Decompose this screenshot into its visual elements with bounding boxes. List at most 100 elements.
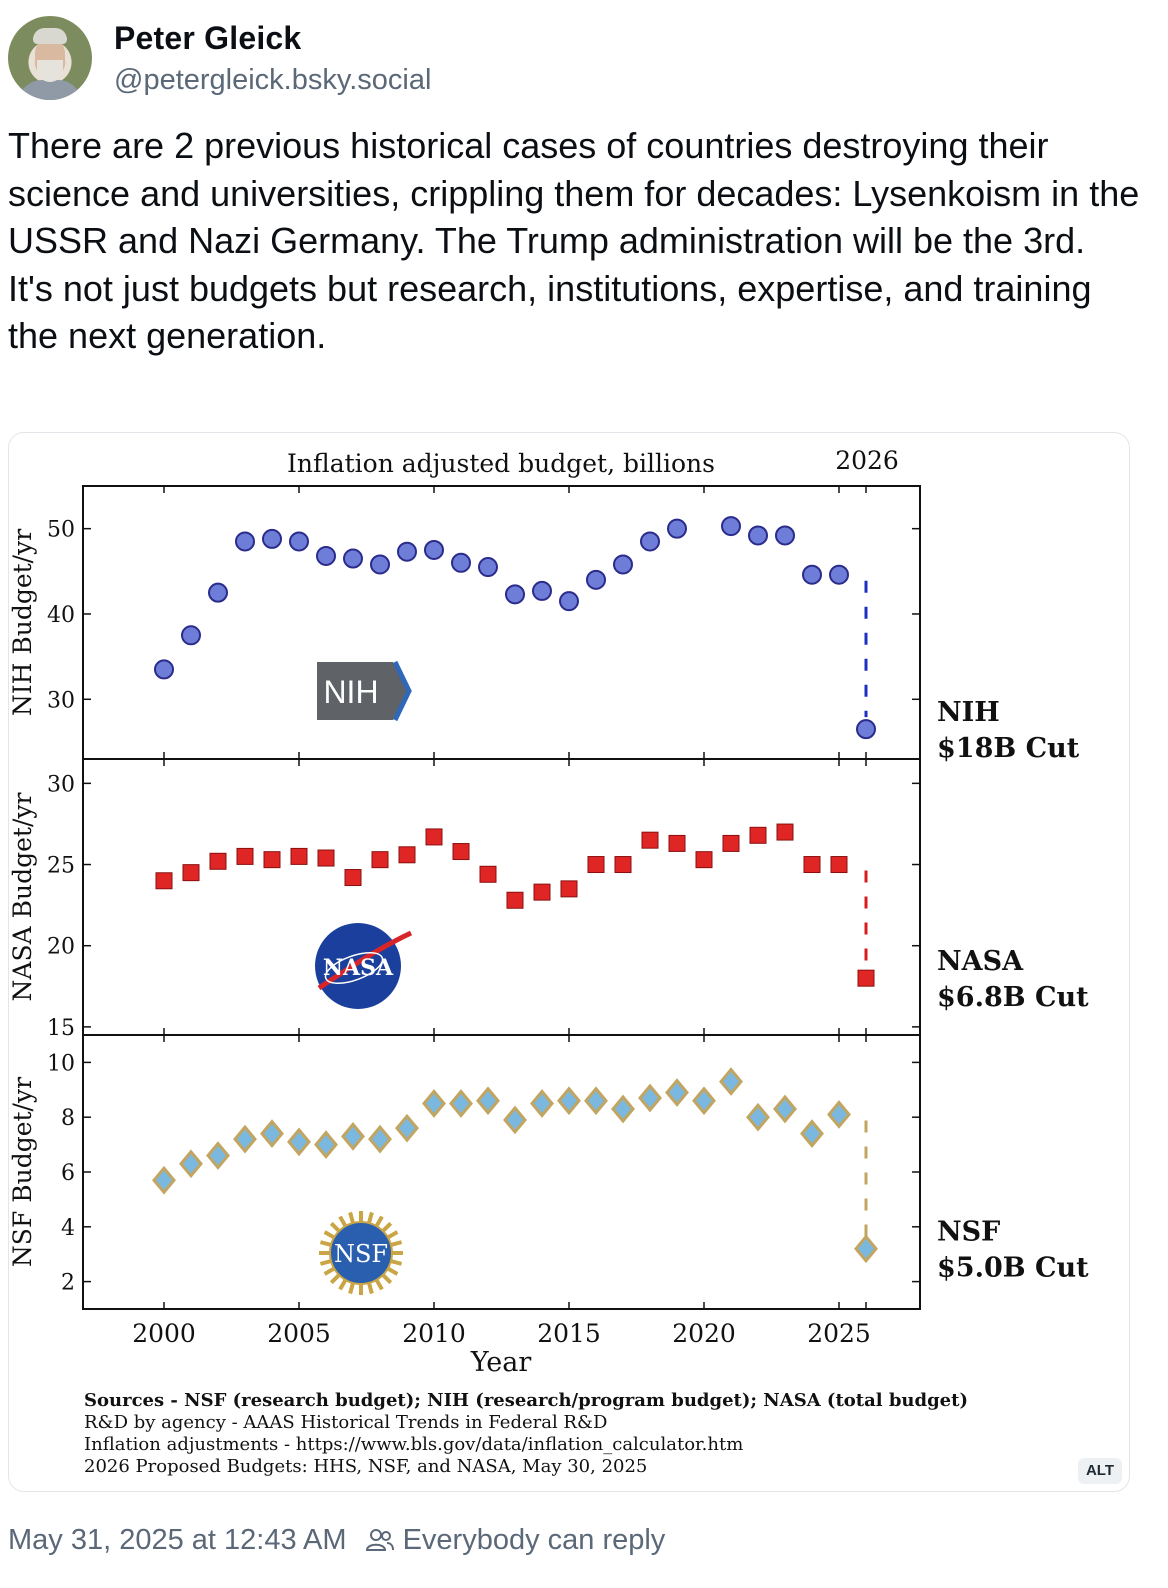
nih-proposed-2026-point [856,719,876,740]
post-paragraph: There are 2 previous historical cases of… [8,125,1140,261]
nasa-data-point [317,849,335,867]
nasa-data-point [425,828,443,846]
post-paragraph: It's not just budgets but research, inst… [8,267,1092,357]
nasa-data-point [668,834,686,852]
nih-y-axis-label: NIH Budget/yr [9,529,37,716]
nasa-logo: NASA [315,923,413,1009]
avatar[interactable] [8,16,92,100]
nsf-data-point [611,1094,635,1124]
post-text: There are 2 previous historical cases of… [8,122,1148,360]
source-line: 2026 Proposed Budgets: HHS, NSF, and NAS… [84,1456,647,1477]
x-tick-label: 2015 [537,1319,601,1348]
nasa-y-axis-label: NASA Budget/yr [9,793,37,1002]
reply-setting[interactable]: Everybody can reply [365,1523,666,1557]
nih-data-point [289,531,309,552]
x-tick-label: 2000 [132,1319,196,1348]
nih-data-point [775,525,795,546]
nih-data-point [370,554,390,575]
nasa-y-tick-label: 30 [47,772,75,797]
nsf-data-point [719,1067,743,1096]
chart-2026-label: 2026 [835,446,899,475]
nih-data-point [748,525,768,546]
nsf-data-point [287,1127,311,1157]
nih-data-point [721,516,741,537]
nih-data-point [505,584,525,605]
nsf-data-point [800,1119,824,1148]
nasa-y-tick-label: 20 [47,935,75,960]
nih-data-point [424,539,444,560]
nsf-data-point [449,1089,473,1118]
nsf-y-tick-label: 8 [61,1106,75,1131]
post-footer: May 31, 2025 at 12:43 AM Everybody can r… [8,1518,1148,1562]
nih-data-point [316,545,336,566]
nih-data-point [829,564,849,585]
source-line: Inflation adjustments - https://www.bls.… [84,1434,743,1455]
nasa-data-point [209,852,227,870]
chart-title: Inflation adjusted budget, billions [287,449,715,478]
nsf-data-point [368,1124,392,1154]
nsf-annotation-cut: $5.0B Cut [937,1253,1089,1284]
budget-chart: Inflation adjusted budget, billions 2026… [9,446,1089,1477]
nsf-annotation-name: NSF [937,1217,1000,1248]
x-tick-label: 2020 [672,1319,736,1348]
nsf-data-point [746,1102,770,1132]
nasa-data-point [560,880,578,898]
nasa-data-point [776,823,794,841]
nsf-data-point [530,1089,554,1118]
post-timestamp[interactable]: May 31, 2025 at 12:43 AM [8,1523,347,1556]
source-line: Sources - NSF (research budget); NIH (re… [84,1390,968,1411]
nsf-y-tick-label: 2 [61,1271,75,1296]
nih-data-point [154,659,174,680]
people-icon [365,1529,394,1551]
nsf-data-point [341,1122,365,1151]
nih-annotation-name: NIH [937,697,1000,728]
nsf-logo: NSF [319,1211,403,1295]
nasa-data-point [236,847,254,865]
nsf-proposed-2026-point [854,1234,878,1264]
nih-data-point [613,554,633,575]
nsf-data-point [314,1130,338,1159]
nsf-data-point [179,1149,203,1179]
nih-y-tick-label: 40 [47,603,75,628]
reply-setting-label: Everybody can reply [402,1523,666,1556]
nsf-y-tick-label: 10 [47,1051,75,1076]
nsf-data-point [476,1086,500,1116]
nih-data-point [262,528,282,549]
nasa-data-point [803,856,821,874]
nih-logo-text: NIH [323,674,378,710]
source-line: R&D by agency - AAAS Historical Trends i… [84,1412,607,1433]
nih-data-point [586,569,606,590]
nasa-data-point [290,847,308,865]
x-axis-label: Year [470,1347,532,1378]
nasa-data-point [614,856,632,874]
alt-text-button[interactable]: ALT [1078,1458,1122,1484]
nih-data-point [397,541,417,562]
nasa-proposed-2026-point [857,969,875,987]
x-tick-label: 2010 [402,1319,466,1348]
nsf-data-point [503,1105,527,1135]
x-tick-label: 2025 [807,1319,871,1348]
chart-frame [82,485,921,1310]
nih-data-point [532,580,552,601]
nasa-data-point [452,843,470,861]
nih-data-point [802,564,822,585]
nsf-data-point [206,1141,230,1170]
post-image[interactable]: Inflation adjusted budget, billions 2026… [8,432,1130,1492]
nsf-data-point [422,1089,446,1118]
author-handle[interactable]: @petergleick.bsky.social [114,64,432,96]
nsf-data-point [152,1165,176,1195]
nasa-logo-text: NASA [323,955,394,981]
nih-y-tick-label: 50 [47,518,75,543]
nih-y-tick-label: 30 [47,688,75,713]
author-name[interactable]: Peter Gleick [114,20,302,56]
nasa-data-point [371,851,389,869]
nih-data-point [640,531,660,552]
nsf-data-point [638,1083,662,1113]
nasa-data-point [641,831,659,849]
nasa-data-point [344,869,362,887]
nih-data-point [451,552,471,573]
nsf-data-point [395,1113,419,1143]
nsf-data-point [260,1119,284,1148]
nsf-data-point [665,1078,689,1107]
nsf-data-point [692,1086,716,1116]
